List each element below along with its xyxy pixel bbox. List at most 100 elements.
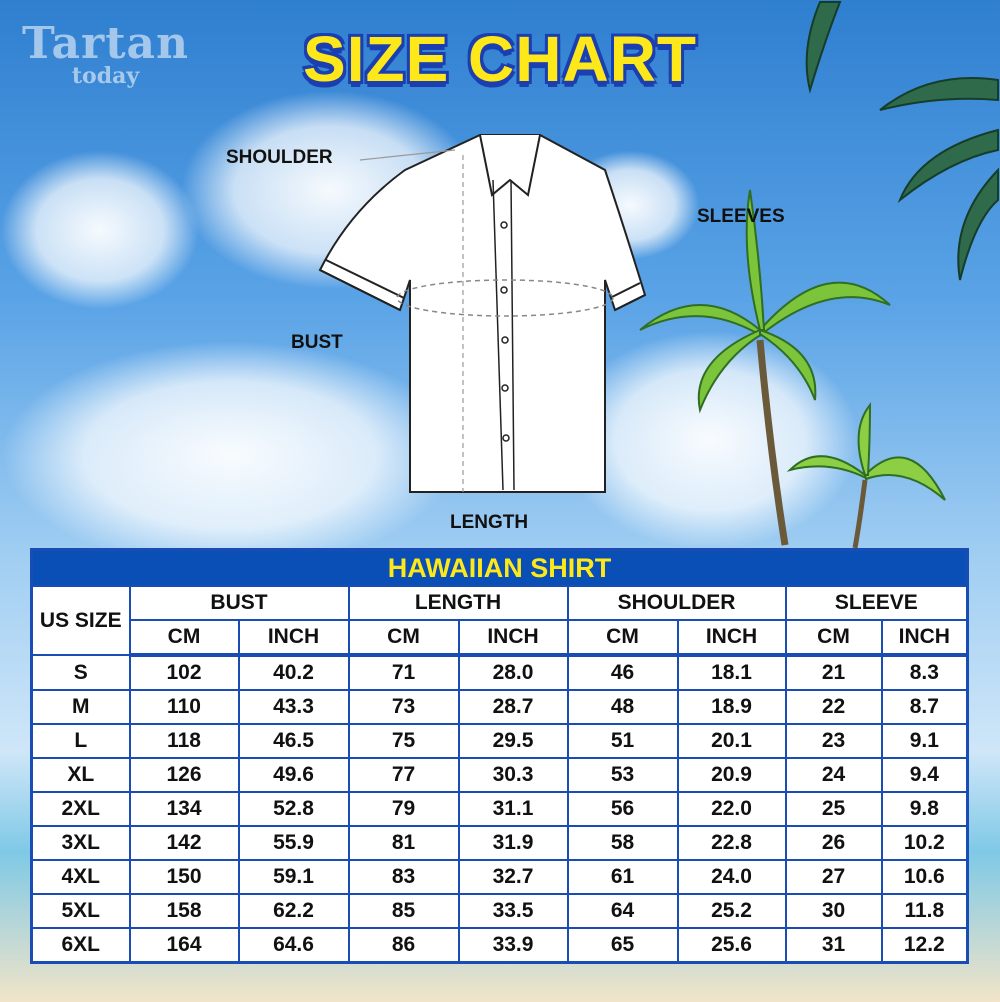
unit-inch: INCH (237, 619, 350, 657)
table-body: S 102 40.2 71 28.0 46 18.1 21 8.3 M 110 43.3 73 28.7 4… (30, 654, 969, 964)
value-cell: 22.0 (676, 791, 787, 827)
size-cell: S (30, 654, 131, 691)
value-cell: 12.2 (880, 927, 969, 964)
value-cell: 22.8 (676, 825, 787, 861)
value-cell: 9.1 (880, 723, 969, 759)
value-cell: 64.6 (237, 927, 350, 964)
value-cell: 150 (128, 859, 240, 895)
value-cell: 11.8 (880, 893, 969, 929)
size-cell: M (30, 689, 131, 725)
value-cell: 10.2 (880, 825, 969, 861)
value-cell: 31 (784, 927, 883, 964)
value-cell: 51 (566, 723, 679, 759)
value-cell: 20.9 (676, 757, 787, 793)
size-cell: 5XL (30, 893, 131, 929)
value-cell: 134 (128, 791, 240, 827)
value-cell: 85 (347, 893, 460, 929)
unit-cm: CM (128, 619, 240, 657)
value-cell: 32.7 (457, 859, 569, 895)
value-cell: 46 (566, 654, 679, 691)
value-cell: 71 (347, 654, 460, 691)
value-cell: 30.3 (457, 757, 569, 793)
size-cell: 3XL (30, 825, 131, 861)
value-cell: 83 (347, 859, 460, 895)
value-cell: 73 (347, 689, 460, 725)
label-sleeves: SLEEVES (697, 206, 785, 227)
value-cell: 55.9 (237, 825, 350, 861)
value-cell: 48 (566, 689, 679, 725)
value-cell: 61 (566, 859, 679, 895)
size-cell: 4XL (30, 859, 131, 895)
value-cell: 77 (347, 757, 460, 793)
cloud (0, 340, 460, 570)
value-cell: 25.2 (676, 893, 787, 929)
cloud (0, 150, 200, 310)
value-cell: 102 (128, 654, 240, 691)
value-cell: 118 (128, 723, 240, 759)
label-shoulder: SHOULDER (226, 147, 333, 168)
value-cell: 20.1 (676, 723, 787, 759)
table-row: 4XL 150 59.1 83 32.7 61 24.0 27 10.6 (30, 859, 969, 895)
watermark-line1: Tartan (22, 18, 190, 69)
value-cell: 126 (128, 757, 240, 793)
value-cell: 28.0 (457, 654, 569, 691)
header-length: LENGTH (347, 585, 569, 621)
value-cell: 43.3 (237, 689, 350, 725)
header-shoulder: SHOULDER (566, 585, 787, 621)
table-row: 3XL 142 55.9 81 31.9 58 22.8 26 10.2 (30, 825, 969, 861)
value-cell: 22 (784, 689, 883, 725)
watermark-logo: Tartan today (22, 18, 189, 89)
value-cell: 28.7 (457, 689, 569, 725)
unit-cm: CM (784, 619, 883, 657)
value-cell: 33.9 (457, 927, 569, 964)
value-cell: 79 (347, 791, 460, 827)
size-table: HAWAIIAN SHIRT US SIZE BUST LENGTH SHOUL… (30, 548, 970, 964)
value-cell: 25.6 (676, 927, 787, 964)
value-cell: 24 (784, 757, 883, 793)
value-cell: 23 (784, 723, 883, 759)
shirt-diagram (318, 134, 647, 493)
value-cell: 40.2 (237, 654, 350, 691)
value-cell: 81 (347, 825, 460, 861)
value-cell: 33.5 (457, 893, 569, 929)
value-cell: 29.5 (457, 723, 569, 759)
value-cell: 31.1 (457, 791, 569, 827)
value-cell: 46.5 (237, 723, 350, 759)
label-bust: BUST (291, 332, 343, 353)
table-row: 6XL 164 64.6 86 33.9 65 25.6 31 12.2 (30, 927, 969, 964)
value-cell: 9.8 (880, 791, 969, 827)
value-cell: 142 (128, 825, 240, 861)
value-cell: 86 (347, 927, 460, 964)
value-cell: 25 (784, 791, 883, 827)
value-cell: 10.6 (880, 859, 969, 895)
value-cell: 62.2 (237, 893, 350, 929)
table-row: 5XL 158 62.2 85 33.5 64 25.2 30 11.8 (30, 893, 969, 929)
value-cell: 24.0 (676, 859, 787, 895)
value-cell: 53 (566, 757, 679, 793)
value-cell: 31.9 (457, 825, 569, 861)
value-cell: 158 (128, 893, 240, 929)
table-row: L 118 46.5 75 29.5 51 20.1 23 9.1 (30, 723, 969, 759)
value-cell: 49.6 (237, 757, 350, 793)
table-row: S 102 40.2 71 28.0 46 18.1 21 8.3 (30, 654, 969, 691)
header-sleeve: SLEEVE (784, 585, 969, 621)
value-cell: 164 (128, 927, 240, 964)
unit-cm: CM (566, 619, 679, 657)
value-cell: 27 (784, 859, 883, 895)
value-cell: 110 (128, 689, 240, 725)
table-row: M 110 43.3 73 28.7 48 18.9 22 8.7 (30, 689, 969, 725)
value-cell: 59.1 (237, 859, 350, 895)
size-cell: 6XL (30, 927, 131, 964)
value-cell: 52.8 (237, 791, 350, 827)
table-caption: HAWAIIAN SHIRT (30, 548, 969, 587)
unit-inch: INCH (457, 619, 569, 657)
size-cell: XL (30, 757, 131, 793)
value-cell: 58 (566, 825, 679, 861)
unit-cm: CM (347, 619, 460, 657)
value-cell: 64 (566, 893, 679, 929)
value-cell: 18.9 (676, 689, 787, 725)
value-cell: 65 (566, 927, 679, 964)
table-row: 2XL 134 52.8 79 31.1 56 22.0 25 9.8 (30, 791, 969, 827)
value-cell: 30 (784, 893, 883, 929)
header-bust: BUST (128, 585, 350, 621)
